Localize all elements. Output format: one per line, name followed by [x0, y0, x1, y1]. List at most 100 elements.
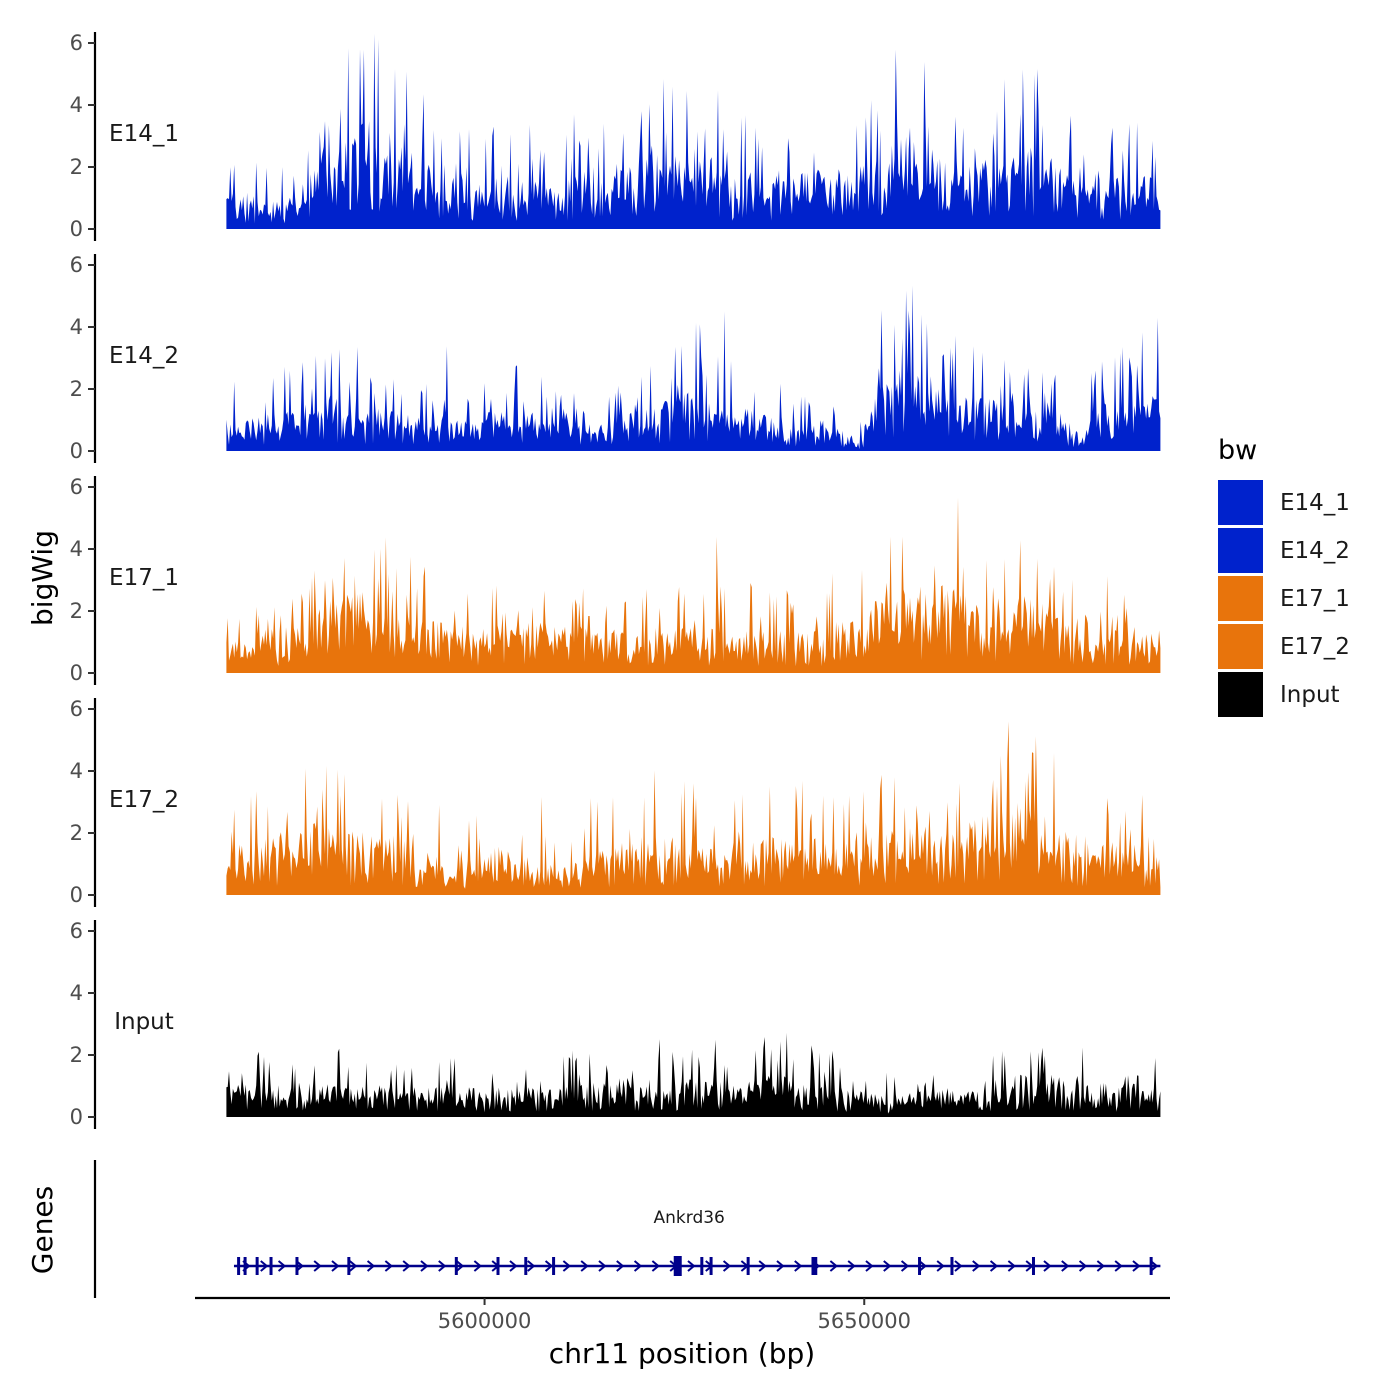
- exon: [295, 1257, 299, 1275]
- legend-item-input: Input: [1218, 672, 1340, 717]
- exon: [524, 1257, 528, 1275]
- y-tick-label: 6: [70, 475, 83, 499]
- y-tick-label: 4: [70, 315, 83, 339]
- exon: [709, 1257, 713, 1275]
- exon: [496, 1257, 500, 1275]
- track-input: 0 2 4 6 Input: [70, 919, 1161, 1129]
- y-tick-label: 0: [70, 883, 83, 907]
- legend-item-e17-2: E17_2: [1218, 624, 1350, 669]
- y-tick-label: 2: [70, 821, 83, 845]
- y-tick-label: 4: [70, 981, 83, 1005]
- exon: [918, 1257, 922, 1275]
- x-axis-title: chr11 position (bp): [549, 1337, 815, 1370]
- coverage-area: [226, 1032, 1161, 1117]
- exon: [269, 1257, 273, 1275]
- legend-label: Input: [1280, 682, 1340, 708]
- strand-arrow: [865, 1260, 874, 1272]
- legend-swatch: [1218, 624, 1263, 669]
- exon: [814, 1257, 818, 1275]
- exon: [552, 1257, 556, 1275]
- strand-arrow: [455, 1260, 465, 1272]
- legend-item-e17-1: E17_1: [1218, 576, 1350, 621]
- y-tick-label: 2: [70, 1043, 83, 1067]
- exon: [673, 1256, 682, 1276]
- y-tick-label: 2: [70, 377, 83, 401]
- legend-swatch: [1218, 480, 1263, 525]
- strand-arrow: [722, 1260, 732, 1272]
- legend-title: bw: [1218, 435, 1257, 466]
- coverage-area: [226, 497, 1161, 673]
- x-tick-label: 5600000: [438, 1309, 532, 1333]
- strand-arrow: [1114, 1260, 1123, 1272]
- y-tick-label: 6: [70, 31, 83, 55]
- strand-arrow: [366, 1260, 376, 1272]
- y-tick-label: 4: [70, 759, 83, 783]
- legend-item-e14-2: E14_2: [1218, 528, 1350, 573]
- track-e14-1: 0 2 4 6 E14_1: [70, 31, 1161, 241]
- strand-arrow: [883, 1260, 892, 1272]
- strand-arrow: [758, 1260, 767, 1272]
- y-tick-label: 6: [70, 253, 83, 277]
- legend-swatch: [1218, 672, 1263, 717]
- strand-arrow: [544, 1260, 554, 1272]
- coverage-tracks: 0 2 4 6 E14_1 0 2 4 6 E14_2 0 2 4 6 E17_1 0 2 4 6 E17_2 0 2 4 6…: [70, 31, 1161, 1129]
- y-tick-label: 2: [70, 599, 83, 623]
- strand-arrow: [1078, 1260, 1088, 1272]
- strand-arrow: [936, 1260, 945, 1272]
- track-e14-2: 0 2 4 6 E14_2: [70, 253, 1161, 463]
- exon: [454, 1257, 458, 1275]
- exon: [746, 1257, 750, 1275]
- coverage-area: [226, 285, 1161, 451]
- track-label: E17_1: [109, 565, 179, 591]
- exon: [950, 1257, 954, 1275]
- track-label: E14_2: [109, 343, 179, 369]
- strand-arrow: [776, 1260, 785, 1272]
- strand-arrow: [260, 1260, 269, 1272]
- strand-arrow: [954, 1260, 963, 1272]
- exon: [700, 1257, 704, 1275]
- legend-label: E14_1: [1280, 490, 1350, 516]
- strand-arrow: [829, 1260, 838, 1272]
- track-label: E17_2: [109, 787, 179, 813]
- exon: [347, 1257, 351, 1275]
- legend-label: E14_2: [1280, 538, 1350, 564]
- strand-arrow: [509, 1260, 518, 1272]
- strand-arrow: [972, 1260, 981, 1272]
- y-tick-label: 6: [70, 919, 83, 943]
- y-tick-label: 0: [70, 1105, 83, 1129]
- strand-arrow: [918, 1260, 927, 1272]
- strand-arrow: [1043, 1260, 1052, 1272]
- coverage-area: [226, 721, 1161, 895]
- strand-arrow: [651, 1260, 660, 1272]
- y-tick-label: 0: [70, 439, 83, 463]
- gene-ankrd36: Ankrd36: [233, 1208, 1161, 1276]
- strand-arrow: [527, 1260, 536, 1272]
- strand-arrow: [384, 1260, 393, 1272]
- strand-arrow: [687, 1260, 696, 1272]
- track-e17-1: 0 2 4 6 E17_1: [70, 475, 1161, 685]
- strand-arrow: [1096, 1260, 1105, 1272]
- strand-arrow: [562, 1260, 571, 1272]
- strand-arrow: [794, 1260, 803, 1272]
- strand-arrow: [598, 1260, 607, 1272]
- legend-item-e14-1: E14_1: [1218, 480, 1350, 525]
- strand-arrow: [402, 1260, 411, 1272]
- strand-arrow: [1132, 1260, 1141, 1272]
- strand-arrow: [331, 1260, 340, 1272]
- exon: [255, 1257, 259, 1275]
- strand-arrow: [349, 1260, 358, 1272]
- exon: [811, 1257, 815, 1275]
- gene-track: Ankrd36: [93, 1160, 1161, 1298]
- exon: [1149, 1257, 1153, 1275]
- strand-arrow: [616, 1260, 625, 1272]
- legend-label: E17_2: [1280, 634, 1350, 660]
- legend-swatch: [1218, 528, 1263, 573]
- x-axis: 5600000 5650000: [195, 1296, 1170, 1333]
- strand-arrow: [900, 1260, 910, 1272]
- strand-arrow: [847, 1260, 856, 1272]
- track-label: E14_1: [109, 121, 179, 147]
- coverage-area: [226, 33, 1161, 230]
- x-tick-label: 5650000: [817, 1309, 911, 1333]
- y-tick-label: 4: [70, 93, 83, 117]
